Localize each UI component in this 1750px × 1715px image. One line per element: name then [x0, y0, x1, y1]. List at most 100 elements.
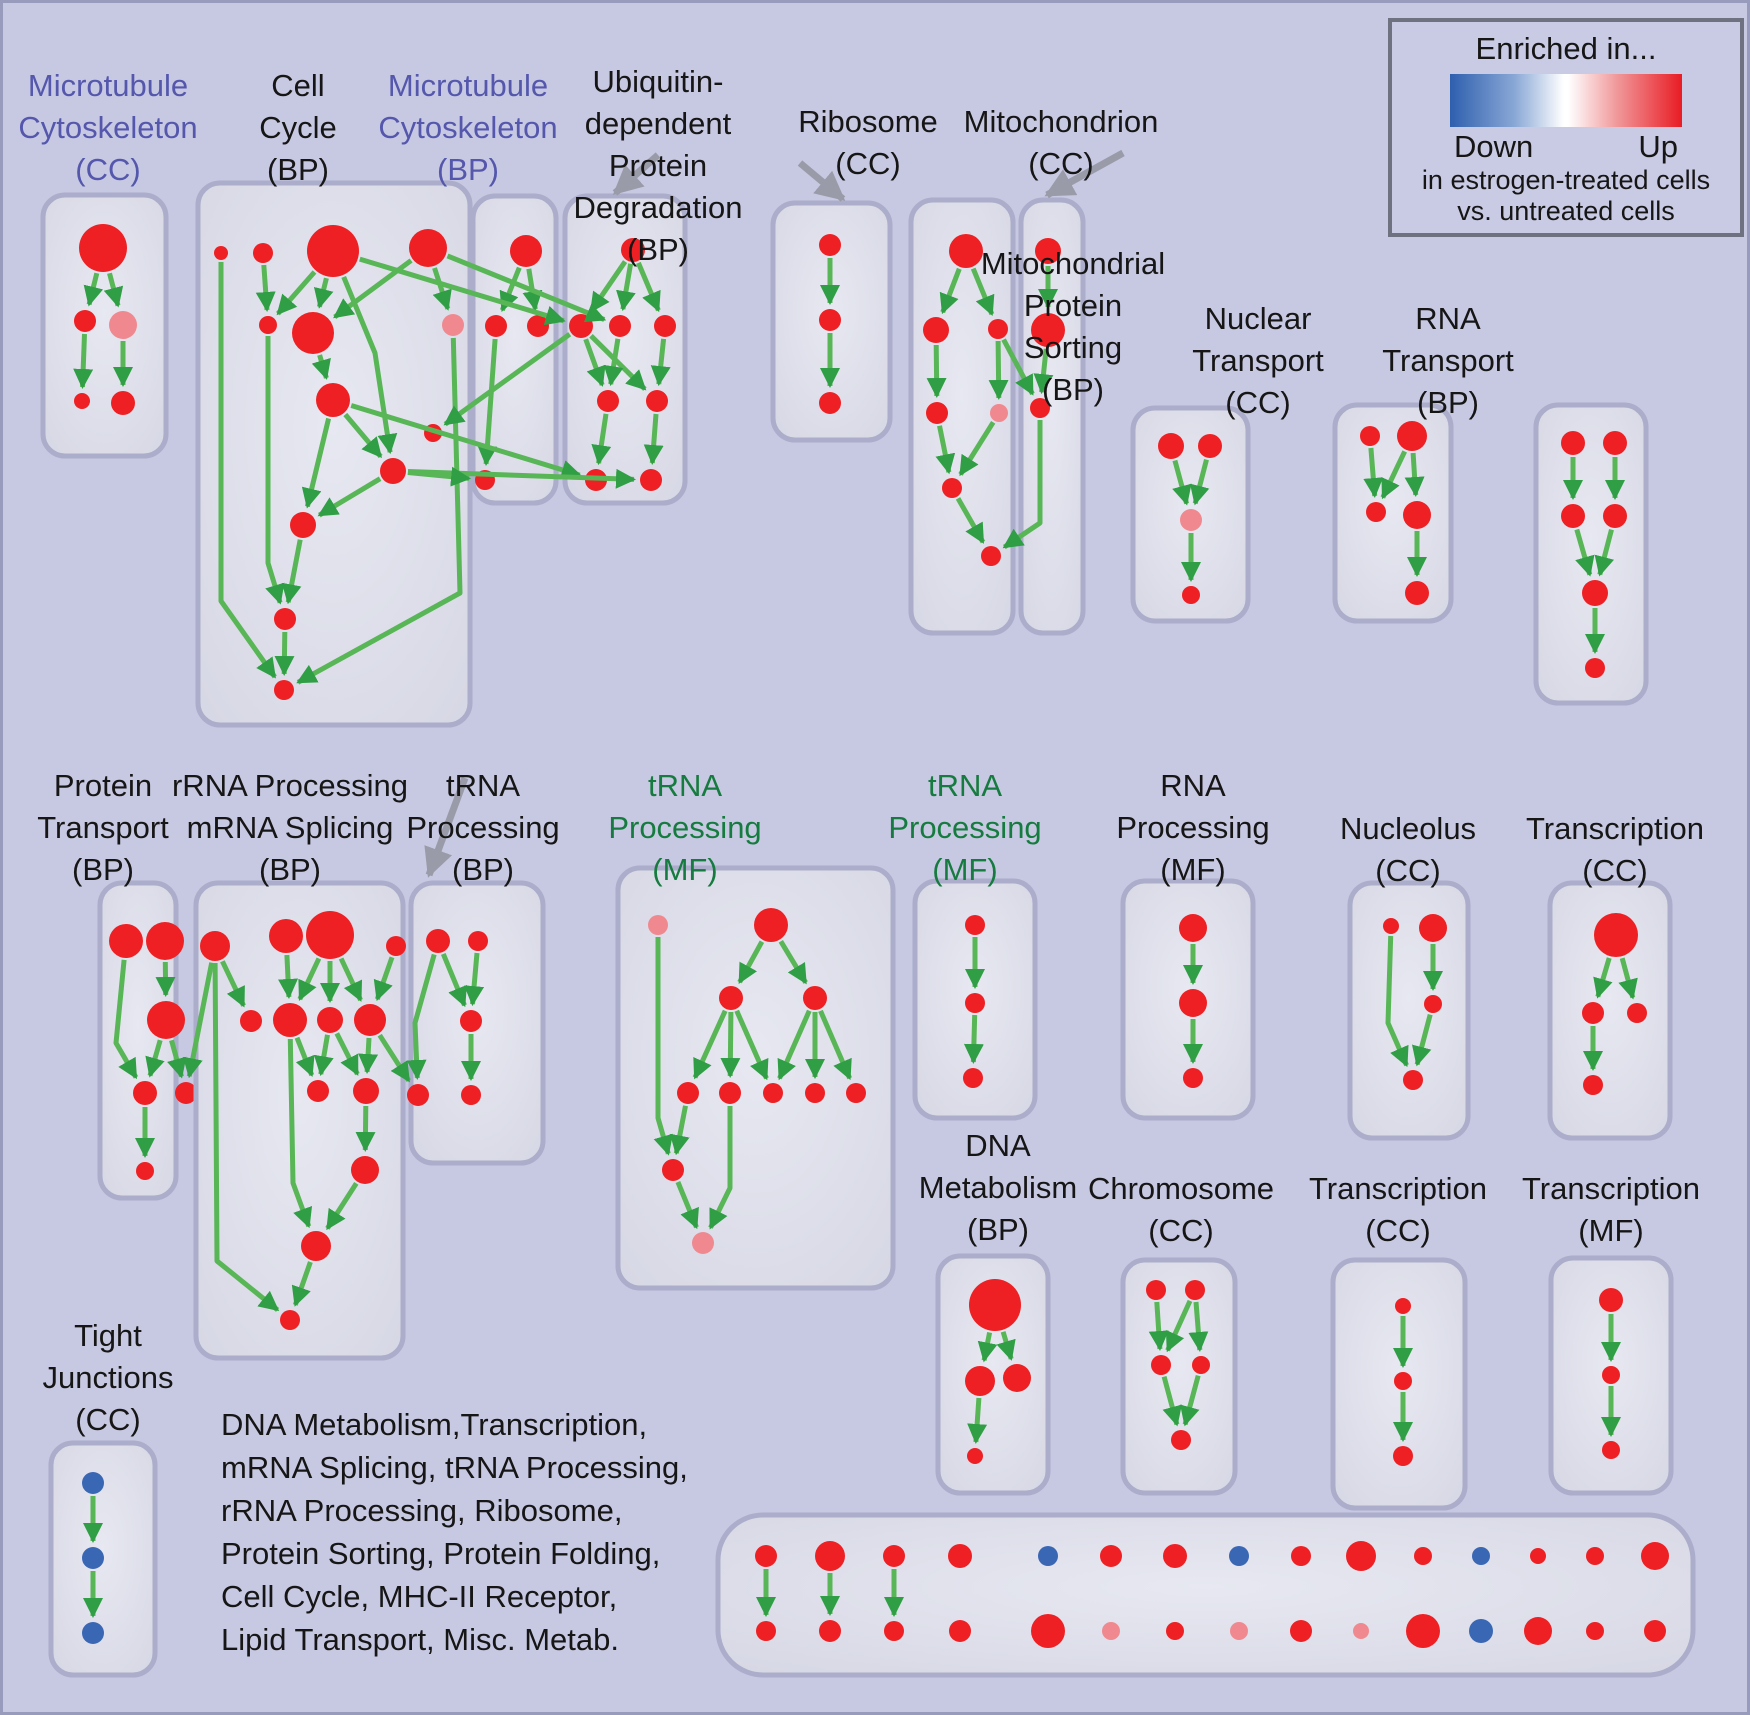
cluster-misc-clusters-box — [715, 1512, 1696, 1678]
go-term-node — [1230, 1622, 1248, 1640]
cluster-trna-processing-bp — [406, 880, 546, 1166]
go-term-node — [640, 469, 662, 491]
edge-arrow — [720, 1011, 741, 1078]
go-term-node — [1360, 426, 1380, 446]
go-term-node — [969, 1279, 1021, 1331]
cluster-box — [715, 1512, 1696, 1678]
edge-arrow — [1188, 1301, 1209, 1352]
edge-arrow — [103, 272, 124, 308]
cluster-chromosome-cc — [1120, 1257, 1238, 1496]
edge-arrow — [926, 344, 947, 398]
go-term-node — [1198, 434, 1222, 458]
go-term-node — [949, 234, 983, 268]
legend-subtitle-line1: in estrogen-treated cells — [1421, 165, 1711, 195]
go-term-node — [426, 929, 450, 953]
go-term-node — [386, 936, 406, 956]
edge-arrow — [83, 272, 104, 307]
cross-cluster-edges — [182, 253, 1043, 1083]
go-term-node — [1030, 398, 1050, 418]
go-term-node — [274, 608, 296, 630]
go-term-node — [803, 986, 827, 1010]
cluster-ribosome-cc — [908, 197, 1016, 636]
go-term-node — [74, 310, 96, 332]
go-term-node — [1582, 1002, 1604, 1024]
go-term-node — [1003, 1364, 1031, 1392]
go-term-node — [1403, 501, 1431, 529]
edge-arrow — [1033, 348, 1054, 395]
go-term-node — [79, 224, 127, 272]
go-term-node — [485, 315, 507, 337]
go-term-node — [259, 316, 277, 334]
go-term-node — [74, 393, 90, 409]
edge-arrow — [653, 937, 673, 1156]
go-term-node — [1180, 509, 1202, 531]
go-term-node — [819, 1620, 841, 1642]
go-term-node — [1151, 1355, 1171, 1375]
go-term-node — [569, 314, 593, 338]
go-term-node — [273, 1003, 307, 1037]
go-term-node — [884, 1621, 904, 1641]
cluster-microtubule-cytoskeleton-cc — [40, 192, 169, 459]
edge-arrow — [1172, 459, 1192, 506]
edge-arrow — [265, 336, 285, 605]
go-term-node — [1179, 914, 1207, 942]
go-term-node — [948, 1544, 972, 1568]
edge-arrow — [291, 1261, 313, 1307]
edge-arrow — [477, 338, 498, 466]
edge-arrow — [182, 962, 215, 1079]
edge-arrow — [297, 957, 322, 1002]
go-term-node — [677, 1082, 699, 1104]
edge-arrow — [692, 1009, 728, 1080]
network-diagram — [40, 149, 1696, 1678]
go-term-node — [1038, 1546, 1058, 1566]
edge-arrow — [281, 539, 303, 605]
edge-arrow — [334, 1032, 360, 1076]
go-term-node — [1406, 1614, 1440, 1648]
edge-arrow — [294, 1036, 315, 1078]
edge-arrow — [220, 960, 246, 1008]
edge-arrow — [1593, 957, 1613, 999]
go-term-node — [923, 317, 949, 343]
edge-arrow — [1148, 1301, 1169, 1351]
edge-arrow — [589, 334, 647, 391]
edge-arrow — [317, 476, 382, 518]
go-term-node — [1346, 1541, 1376, 1571]
edge-arrow — [1190, 458, 1210, 506]
go-term-node — [109, 311, 137, 339]
edge-arrow — [589, 260, 628, 313]
go-term-node — [1393, 1446, 1413, 1466]
go-term-node — [133, 1081, 157, 1105]
go-term-node — [1472, 1547, 1490, 1565]
go-term-node — [307, 225, 359, 277]
go-term-node — [1582, 580, 1608, 606]
go-term-node — [1641, 1542, 1669, 1570]
go-term-node — [442, 314, 464, 336]
edge-arrow — [358, 1037, 379, 1074]
edge-arrow — [464, 952, 485, 1007]
go-term-node — [351, 1156, 379, 1184]
go-term-node — [253, 243, 273, 263]
edge-arrow — [1618, 957, 1638, 1000]
cluster-trna-processing-mf-small — [912, 878, 1038, 1121]
edge-arrow — [355, 1105, 376, 1152]
go-term-node — [510, 235, 542, 267]
go-term-node — [846, 1083, 866, 1103]
go-term-node — [967, 1448, 983, 1464]
go-term-node — [621, 238, 645, 262]
cluster-nuclear-transport-cc — [1332, 402, 1454, 624]
legend-title: Enriched in... — [1475, 31, 1657, 66]
go-term-node — [1185, 1280, 1205, 1300]
edge-arrow — [218, 262, 277, 679]
go-term-node — [460, 1010, 482, 1032]
go-term-node — [82, 1472, 104, 1494]
edge-arrow — [708, 1106, 733, 1230]
go-term-node — [754, 908, 788, 942]
go-term-node — [147, 1001, 185, 1039]
edge-arrow — [1180, 1374, 1201, 1427]
go-term-node — [269, 919, 303, 953]
go-term-node — [1603, 431, 1627, 455]
go-term-node — [274, 680, 294, 700]
edge-arrow — [967, 1397, 988, 1444]
go-term-node — [240, 1010, 262, 1032]
go-term-node — [1586, 1547, 1604, 1565]
